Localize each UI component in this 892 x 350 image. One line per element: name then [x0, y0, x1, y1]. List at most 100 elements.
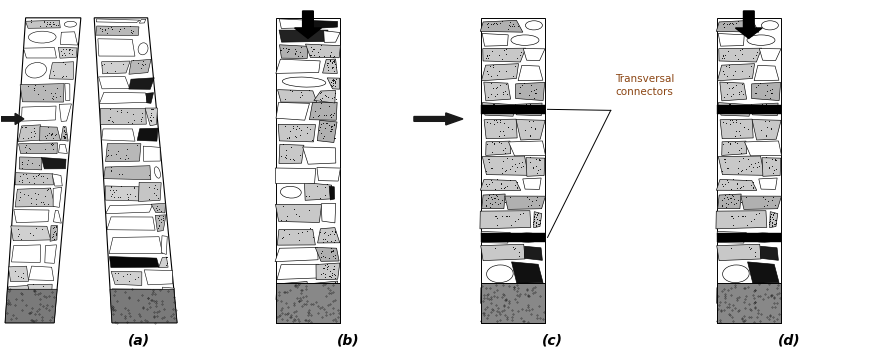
Polygon shape	[327, 78, 340, 89]
Polygon shape	[5, 18, 81, 323]
Polygon shape	[103, 166, 151, 180]
Polygon shape	[321, 204, 335, 223]
Ellipse shape	[762, 21, 779, 30]
Polygon shape	[304, 183, 332, 200]
Polygon shape	[526, 158, 545, 176]
Polygon shape	[95, 26, 139, 35]
Polygon shape	[522, 288, 543, 303]
Polygon shape	[21, 84, 64, 102]
Bar	[717, 18, 780, 323]
Ellipse shape	[525, 21, 542, 30]
Polygon shape	[163, 308, 176, 322]
Polygon shape	[279, 30, 328, 42]
Polygon shape	[481, 244, 525, 260]
Polygon shape	[770, 212, 778, 228]
Polygon shape	[95, 18, 177, 323]
Polygon shape	[138, 182, 161, 202]
Polygon shape	[116, 305, 163, 321]
Polygon shape	[516, 120, 545, 140]
Ellipse shape	[138, 43, 148, 55]
Polygon shape	[516, 83, 545, 100]
Polygon shape	[18, 125, 41, 141]
Ellipse shape	[486, 265, 513, 283]
Polygon shape	[109, 237, 162, 254]
Polygon shape	[162, 287, 174, 302]
Polygon shape	[745, 141, 781, 156]
Polygon shape	[758, 288, 780, 303]
Polygon shape	[161, 236, 168, 254]
Polygon shape	[481, 288, 526, 303]
Polygon shape	[54, 210, 62, 223]
Polygon shape	[59, 104, 71, 121]
Polygon shape	[278, 124, 316, 142]
Polygon shape	[318, 120, 337, 142]
Polygon shape	[277, 90, 317, 102]
Polygon shape	[719, 48, 762, 62]
Polygon shape	[277, 304, 311, 321]
Polygon shape	[486, 141, 510, 155]
Ellipse shape	[511, 35, 539, 46]
Polygon shape	[98, 39, 135, 56]
Polygon shape	[159, 257, 168, 267]
Polygon shape	[482, 194, 505, 209]
Polygon shape	[754, 65, 779, 80]
Polygon shape	[720, 119, 753, 139]
Polygon shape	[276, 204, 322, 223]
Polygon shape	[759, 49, 781, 61]
Polygon shape	[139, 19, 145, 23]
Polygon shape	[311, 281, 338, 300]
Polygon shape	[52, 174, 62, 186]
Polygon shape	[511, 262, 543, 283]
Polygon shape	[518, 65, 543, 80]
Polygon shape	[318, 228, 340, 243]
Polygon shape	[14, 210, 49, 223]
Bar	[481, 283, 545, 323]
Polygon shape	[307, 20, 337, 29]
Polygon shape	[516, 103, 542, 116]
Polygon shape	[152, 203, 166, 213]
Polygon shape	[5, 289, 57, 323]
Polygon shape	[317, 168, 341, 181]
Polygon shape	[483, 156, 528, 175]
Polygon shape	[524, 246, 542, 260]
Polygon shape	[155, 215, 166, 231]
Bar	[717, 283, 780, 323]
Polygon shape	[42, 158, 66, 169]
Polygon shape	[12, 245, 40, 262]
Polygon shape	[102, 129, 135, 141]
Ellipse shape	[29, 306, 49, 320]
Polygon shape	[747, 262, 779, 283]
Polygon shape	[275, 247, 318, 262]
Polygon shape	[302, 147, 335, 164]
Text: (c): (c)	[542, 333, 564, 347]
Polygon shape	[484, 119, 517, 139]
Polygon shape	[314, 304, 336, 322]
Ellipse shape	[282, 77, 326, 87]
Polygon shape	[28, 284, 52, 301]
Polygon shape	[324, 31, 340, 42]
Polygon shape	[720, 82, 747, 101]
Polygon shape	[276, 168, 316, 183]
Polygon shape	[483, 34, 508, 46]
Polygon shape	[323, 59, 337, 74]
Polygon shape	[279, 144, 304, 163]
Polygon shape	[316, 263, 340, 280]
Polygon shape	[524, 49, 545, 61]
Ellipse shape	[514, 233, 541, 242]
Polygon shape	[722, 141, 747, 155]
FancyArrow shape	[414, 113, 463, 125]
Polygon shape	[483, 103, 515, 116]
FancyArrow shape	[735, 11, 762, 38]
Polygon shape	[61, 32, 78, 45]
Polygon shape	[759, 178, 777, 189]
Polygon shape	[144, 146, 161, 161]
Polygon shape	[315, 247, 339, 261]
Bar	[717, 105, 780, 114]
Polygon shape	[105, 144, 141, 162]
Polygon shape	[129, 60, 151, 74]
Polygon shape	[15, 188, 55, 207]
Polygon shape	[481, 231, 510, 243]
Polygon shape	[718, 34, 744, 46]
Polygon shape	[21, 106, 56, 121]
Polygon shape	[716, 180, 756, 190]
